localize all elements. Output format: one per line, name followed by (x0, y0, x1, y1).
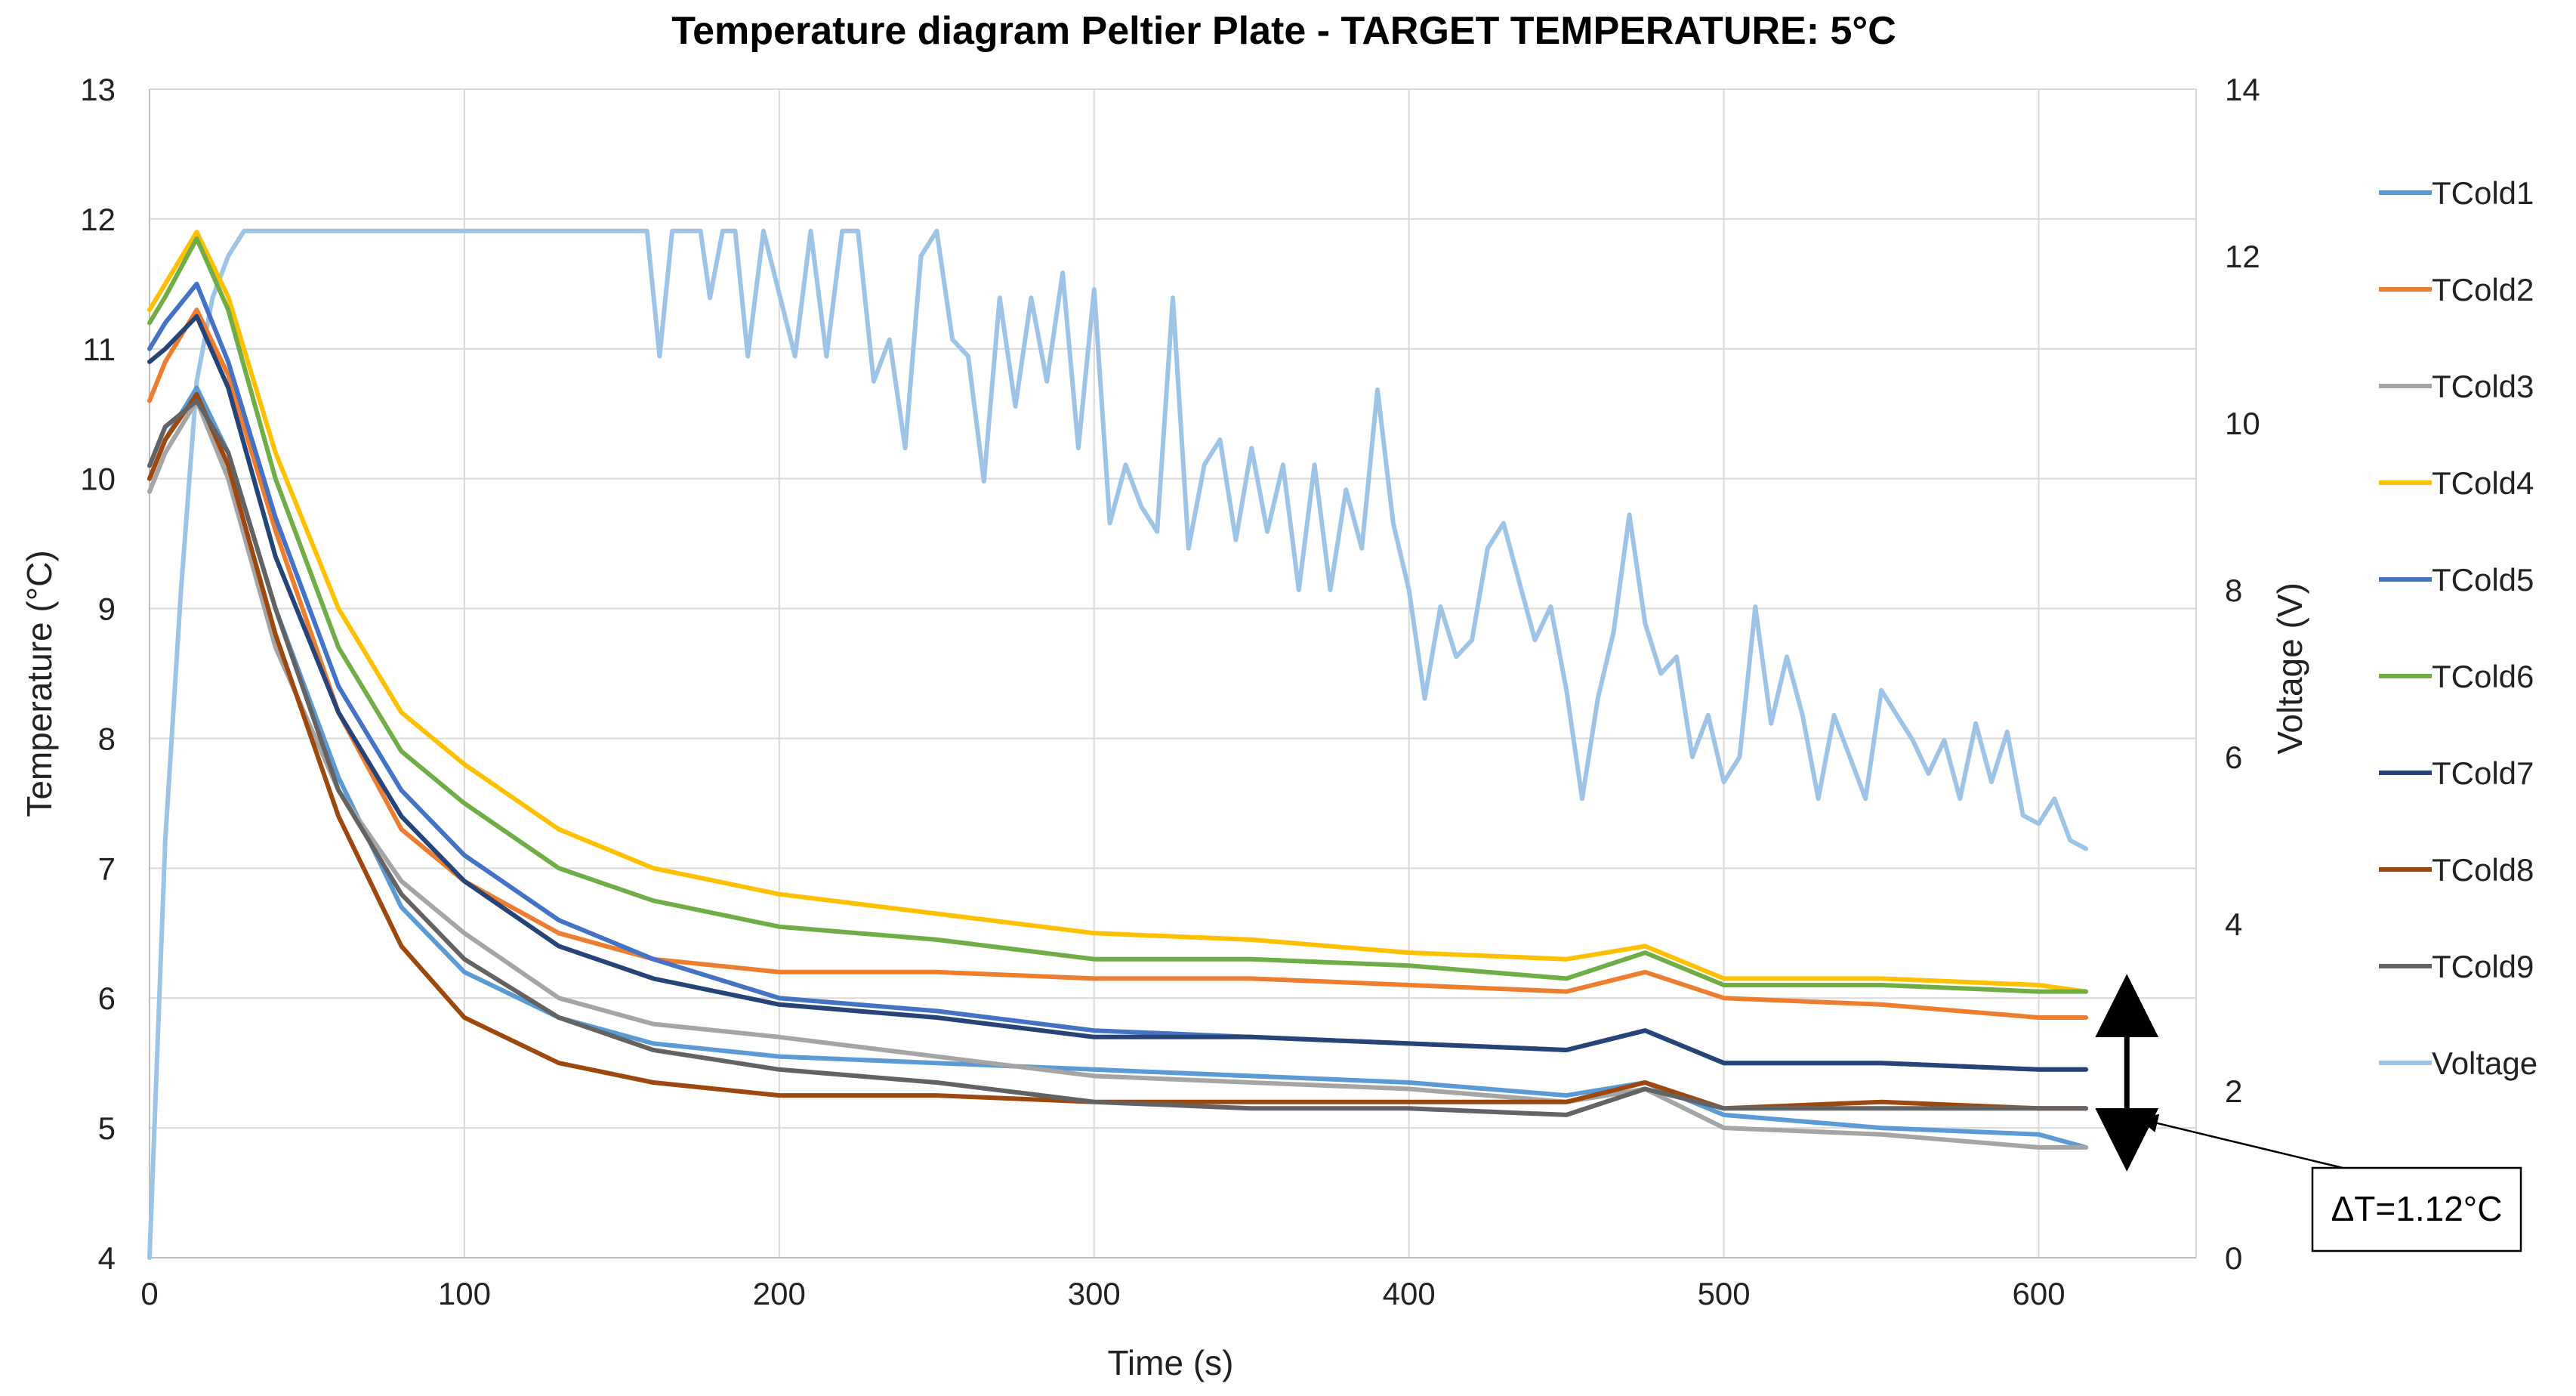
y2-tick-label: 14 (2225, 72, 2260, 107)
legend-label-tcold5: TCold5 (2432, 562, 2534, 598)
y2-tick-label: 0 (2225, 1240, 2242, 1276)
y-tick-label: 9 (98, 591, 116, 627)
legend-label-tcold4: TCold4 (2432, 465, 2534, 501)
legend: TCold1 TCold2 TCold3 TCold4 TCold5 TCold6 TCol… (2379, 175, 2537, 1081)
x-tick-label: 500 (1698, 1276, 1751, 1311)
callout-pointer-arrow (2139, 1113, 2343, 1169)
callout-text: ΔT=1.12°C (2331, 1189, 2503, 1228)
y2-axis-label: Voltage (V) (2270, 582, 2309, 755)
y2-tick-label: 8 (2225, 573, 2242, 608)
series-line-voltage (147, 228, 2089, 1260)
legend-label-tcold2: TCold2 (2432, 272, 2534, 307)
y-tick-label: 11 (82, 332, 116, 367)
x-tick-label: 400 (1383, 1276, 1436, 1311)
y-tick-label: 8 (98, 721, 116, 756)
legend-label-tcold9: TCold9 (2432, 949, 2534, 984)
x-axis-label: Time (s) (1108, 1343, 1234, 1382)
legend-label-tcold3: TCold3 (2432, 369, 2534, 404)
legend-label-tcold8: TCold8 (2432, 852, 2534, 888)
y-tick-label: 5 (98, 1110, 116, 1146)
y-tick-label: 10 (80, 462, 116, 497)
x-tick-label: 0 (140, 1276, 158, 1311)
series-line-tcold3 (147, 398, 2089, 1150)
x-tick-label: 200 (753, 1276, 806, 1311)
series-line-tcold5 (147, 281, 2089, 1072)
y-tick-label: 4 (98, 1240, 116, 1276)
callout-box (2311, 1166, 2522, 1252)
series-line-tcold6 (147, 236, 2089, 994)
legend-label-tcold7: TCold7 (2432, 755, 2534, 791)
series-line-tcold4 (147, 230, 2089, 994)
legend-label-voltage: Voltage (2432, 1045, 2537, 1081)
y-tick-label: 7 (98, 851, 116, 886)
y-axis-label: Temperature (°C) (20, 550, 59, 817)
y2-tick-label: 12 (2225, 239, 2260, 274)
y-tick-label: 12 (80, 202, 116, 237)
series-line-tcold9 (147, 398, 2089, 1117)
series-line-tcold7 (147, 313, 2089, 1072)
y-tick-label: 13 (80, 72, 116, 107)
grid-layer (149, 88, 2197, 1259)
annotation-layer: ΔT=1.12°C (2095, 974, 2522, 1252)
x-tick-label: 100 (438, 1276, 491, 1311)
legend-label-tcold1: TCold1 (2432, 175, 2534, 211)
chart-title: Temperature diagram Peltier Plate - TARG… (671, 9, 1896, 53)
x-tick-label: 600 (2012, 1276, 2065, 1311)
x-tick-label: 300 (1068, 1276, 1121, 1311)
series-layer (147, 228, 2089, 1260)
y2-tick-label: 10 (2225, 406, 2260, 441)
y2-tick-label: 2 (2225, 1073, 2242, 1109)
y2-tick-label: 4 (2225, 906, 2242, 942)
legend-label-tcold6: TCold6 (2432, 659, 2534, 694)
y-tick-label: 6 (98, 981, 116, 1016)
y2-tick-label: 6 (2225, 740, 2242, 775)
axes-layer: 0 100 200 300 400 500 600 4 5 6 7 8 9 10 11 12 13 0 2 4 6 8 10… (80, 72, 2260, 1311)
series-line-tcold2 (147, 307, 2089, 1020)
